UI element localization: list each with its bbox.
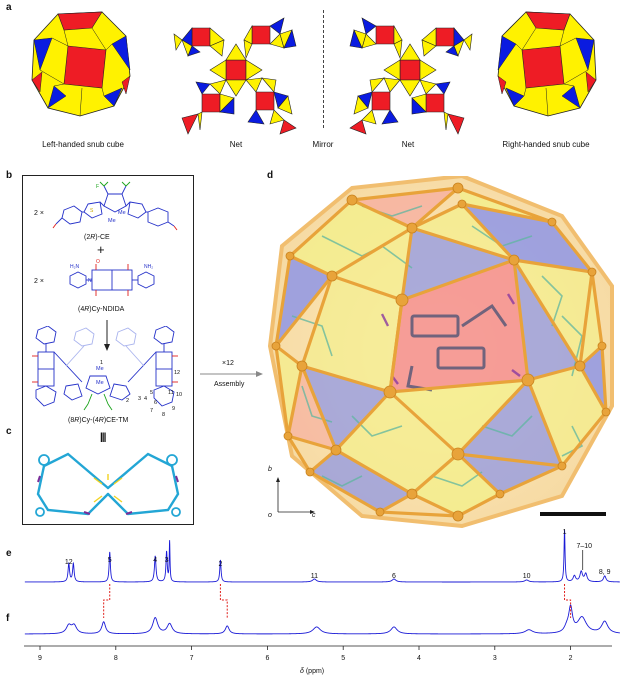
crystal-axes	[276, 477, 315, 514]
x-axis-title: δ (ppm)	[300, 668, 325, 675]
tm-me-1: Me	[96, 366, 104, 372]
peak-label-4: 2	[218, 561, 222, 568]
ndida-molecule: H₂N NH₂ N O	[69, 259, 155, 296]
position-6: 6	[154, 400, 157, 406]
stick-model	[35, 452, 181, 517]
me-label-1: Me	[118, 210, 126, 216]
n-label: N	[88, 278, 92, 284]
left-snub-cube	[31, 11, 131, 117]
assembly-multiplier: ×12	[222, 360, 234, 367]
position-8: 8	[162, 412, 165, 418]
tick-label-2: 2	[569, 655, 573, 662]
spectrum-f-trace	[24, 604, 620, 635]
assembly-label: Assembly	[214, 381, 245, 388]
tick-label-7: 7	[190, 655, 194, 662]
tick-label-6: 6	[265, 655, 269, 662]
h2n-label: H₂N	[70, 264, 80, 270]
o-label: O	[96, 259, 100, 265]
nh2-label: NH₂	[144, 264, 153, 270]
axis-c-label: c	[312, 512, 316, 519]
tick-label-4: 4	[417, 655, 421, 662]
reaction-arrow-down	[104, 320, 110, 351]
position-1: 1	[100, 360, 103, 366]
peak-label-0: 12	[65, 559, 73, 566]
tick-label-9: 9	[38, 655, 42, 662]
right-net-caption: Net	[401, 140, 415, 149]
panel-label-d: d	[267, 170, 274, 181]
position-7: 7	[150, 408, 153, 414]
x-axis-ticks: 9 8 7 6 5 4 3 2	[38, 646, 573, 662]
peak-label-6: 6	[392, 573, 396, 580]
tick-label-8: 8	[114, 655, 118, 662]
spectrum-e-trace	[24, 529, 620, 583]
peak-label-1: 5	[108, 557, 112, 564]
ce-count: 2 ×	[34, 210, 44, 217]
mirror-caption: Mirror	[312, 140, 334, 149]
snub-cube-cage	[267, 176, 614, 528]
axis-b-label: b	[268, 466, 272, 473]
peak-label-5: 11	[311, 573, 318, 580]
s-label: S	[90, 208, 94, 214]
position-11: 11	[168, 390, 174, 396]
plus-sign: +	[97, 242, 105, 257]
ndida-label: (4R)Cy-NDIDA	[78, 306, 125, 313]
right-snub-cube-caption: Right-handed snub cube	[502, 140, 590, 149]
position-10: 10	[176, 392, 182, 398]
tm-me-2: Me	[96, 380, 104, 386]
ce-molecule: F Me Me S	[52, 181, 178, 231]
tm-molecule: Me Me 1 2 3 4 5 6 7 8 9 10 11 12	[32, 326, 182, 418]
shift-line-2	[564, 584, 572, 618]
spectrum-f	[24, 604, 620, 635]
peak-label-2: 4	[153, 557, 157, 564]
peak-label-9: 7–10	[576, 543, 592, 550]
equivalence-sign: |||	[100, 432, 106, 443]
ndida-count: 2 ×	[34, 278, 44, 285]
tick-label-5: 5	[341, 655, 345, 662]
mirror-line	[323, 10, 324, 128]
left-net-caption: Net	[229, 140, 243, 149]
assembly-arrow	[200, 371, 263, 377]
right-net	[349, 17, 473, 135]
shift-line-0	[103, 584, 111, 618]
me-label-2: Me	[108, 218, 116, 224]
right-snub-cube	[497, 11, 597, 117]
tick-label-3: 3	[493, 655, 497, 662]
position-2: 2	[126, 398, 129, 404]
left-snub-cube-caption: Left-handed snub cube	[42, 140, 124, 149]
peak-label-10: 8, 9	[599, 569, 611, 576]
peak-label-7: 10	[523, 573, 531, 580]
peak-labels: 12 5 4 3 2 11 6 10 1 7–10 8, 9	[65, 529, 611, 580]
peak-label-3: 3	[165, 557, 169, 564]
panel-label-f: f	[6, 613, 10, 624]
position-5: 5	[150, 390, 153, 396]
shift-connectors	[103, 584, 572, 618]
position-3: 3	[138, 396, 141, 402]
tm-label: (8R)Cy-(4R)CE-TM	[68, 417, 129, 424]
panel-label-a: a	[6, 2, 12, 13]
axis-o-label: o	[268, 512, 272, 519]
panel-label-c: c	[6, 426, 12, 437]
chemistry-box	[22, 175, 194, 525]
f-label: F	[96, 184, 99, 190]
spectrum-e	[24, 529, 620, 583]
nmr-spectra: 12 5 4 3 2 11 6 10 1 7–10 8, 9 9 8 7 6 5 4 3 2	[24, 529, 620, 662]
panel-label-b: b	[6, 170, 13, 181]
panel-label-e: e	[6, 548, 12, 559]
position-4: 4	[144, 396, 147, 402]
shift-line-1	[219, 584, 228, 618]
left-net	[173, 17, 297, 135]
ce-label: (2R)-CE	[84, 234, 110, 241]
scale-bar	[540, 512, 606, 516]
position-12: 12	[174, 370, 180, 376]
position-9: 9	[172, 406, 175, 412]
peak-label-8: 1	[563, 529, 567, 536]
